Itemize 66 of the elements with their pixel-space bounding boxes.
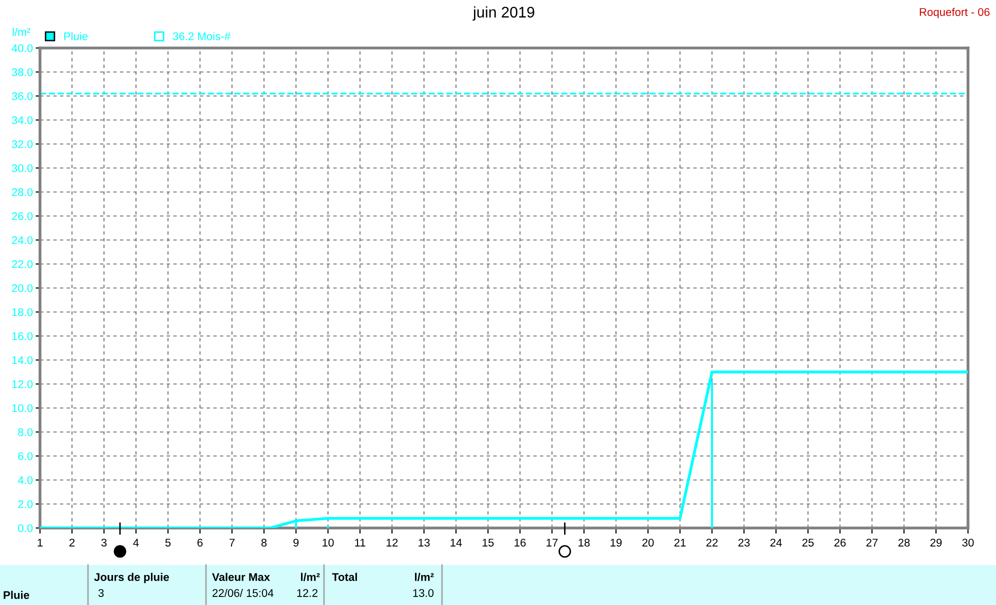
text: Valeur Max	[212, 572, 270, 581]
chart-title: juin 2019	[472, 6, 534, 21]
x-tick-label: 1	[38, 538, 43, 546]
x-tick-label: 20	[642, 538, 654, 547]
y-tick-label: 40.0	[12, 44, 33, 52]
x-tick-label: 25	[802, 538, 814, 547]
x-tick-label: 24	[770, 538, 782, 546]
x-tick-label: 2	[69, 538, 75, 546]
x-tick-label: 30	[962, 538, 974, 547]
y-tick-label: 22.0	[12, 260, 33, 268]
x-tick-label: 22	[706, 538, 718, 546]
x-tick-label: 19	[610, 538, 622, 547]
y-tick-label: 32.0	[12, 140, 33, 148]
y-axis-title: l/m²	[12, 28, 30, 36]
text: 13.0	[413, 589, 434, 597]
x-tick-label: 14	[450, 538, 462, 546]
text: Total	[332, 572, 357, 581]
x-tick-label: 16	[514, 538, 526, 547]
y-tick-label: 8.0	[18, 428, 33, 436]
x-tick-label: 4	[133, 538, 139, 546]
y-tick-label: 26.0	[12, 212, 33, 220]
x-tick-label: 26	[834, 538, 846, 547]
legend-label: 36.2 Mois-#	[172, 32, 230, 40]
y-tick-label: 10.0	[12, 404, 33, 412]
text: Jours de pluie	[94, 572, 169, 584]
x-tick-label: 29	[930, 538, 942, 547]
x-tick-label: 13	[418, 538, 430, 547]
y-tick-label: 12.0	[12, 380, 33, 388]
y-tick-label: 30.0	[12, 164, 33, 172]
y-tick-label: 2.0	[18, 500, 33, 508]
x-tick-label: 23	[738, 538, 750, 547]
x-tick-label: 3	[101, 538, 107, 547]
y-tick-label: 4.0	[18, 476, 33, 484]
x-tick-label: 7	[229, 538, 235, 546]
y-tick-label: 28.0	[12, 188, 33, 196]
y-tick-label: 38.0	[12, 68, 33, 76]
x-tick-label: 12	[386, 538, 398, 546]
x-tick-label: 8	[261, 538, 267, 547]
y-tick-label: 20.0	[12, 284, 33, 292]
x-tick-label: 11	[355, 538, 366, 546]
y-tick-label: 0.0	[18, 524, 33, 532]
text: Pluie	[4, 590, 30, 599]
x-tick-label: 10	[322, 538, 334, 547]
text: 12.2	[297, 589, 318, 597]
x-tick-label: 27	[866, 538, 878, 546]
y-tick-label: 34.0	[12, 116, 33, 124]
y-tick-label: 14.0	[12, 356, 33, 364]
x-tick-label: 5	[165, 538, 171, 547]
x-tick-label: 21	[674, 538, 686, 546]
x-tick-label: 9	[293, 538, 299, 547]
text: 22/06/ 15:04	[212, 588, 274, 597]
text: 3	[98, 589, 104, 597]
x-tick-label: 18	[578, 538, 590, 547]
y-tick-label: 36.0	[12, 92, 33, 100]
y-tick-label: 16.0	[12, 332, 33, 340]
text: l/m²	[415, 572, 434, 582]
legend-label: Pluie	[64, 32, 88, 40]
y-tick-label: 6.0	[18, 452, 33, 460]
x-tick-label: 6	[197, 538, 203, 547]
text: l/m²	[301, 572, 320, 582]
text: Roquefort - 06	[920, 8, 990, 18]
x-tick-label: 17	[546, 538, 558, 546]
y-tick-label: 18.0	[12, 308, 33, 316]
x-tick-label: 15	[482, 538, 494, 547]
x-tick-label: 28	[898, 538, 910, 547]
y-tick-label: 24.0	[12, 236, 33, 244]
